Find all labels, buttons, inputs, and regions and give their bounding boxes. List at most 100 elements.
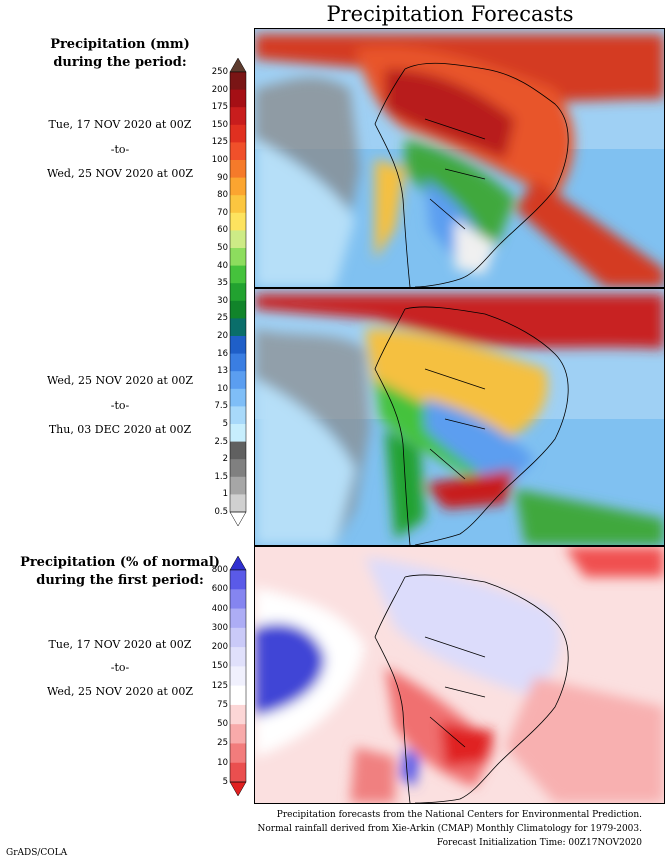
precip-colorbar-bar: [229, 57, 247, 527]
percent-colorbar-swatch: [230, 685, 246, 706]
precip-colorbar-level-label: 30: [217, 295, 228, 306]
legend-bottom-title-line2: during the first period:: [36, 573, 204, 588]
credit-line3: Forecast Initialization Time: 00Z17NOV20…: [436, 838, 642, 848]
precip-colorbar-level-label: 35: [217, 278, 228, 289]
precip-colorbar-level-label: 5: [222, 419, 228, 429]
period1-sep: -to-: [110, 143, 130, 156]
precip-colorbar-level-label: 2.5: [214, 436, 228, 447]
percent-colorbar-swatch: [230, 647, 246, 667]
precip-colorbar-level-label: 16: [217, 348, 228, 359]
precip-colorbar-swatch: [230, 177, 246, 196]
precip-colorbar-swatch: [230, 353, 246, 372]
precip-colorbar-level-label: 60: [217, 225, 228, 236]
precip-colorbar: 250 200 175 150 125 100 90 80 70 60 50 40 35 30 25 20 16…: [200, 57, 252, 527]
precip-colorbar-swatch: [230, 230, 246, 249]
precip-colorbar-swatch: [230, 336, 246, 355]
credit-line1: Precipitation forecasts from the Nationa…: [276, 810, 642, 820]
precip-colorbar-swatch-bottom: [229, 511, 247, 527]
precip-map-week1: [254, 28, 665, 288]
precip-colorbar-swatch: [230, 160, 246, 179]
percent-colorbar-swatch: [230, 570, 246, 590]
precip-colorbar-level-label: 40: [217, 260, 228, 271]
precip-colorbar-level-label: 200: [211, 84, 228, 95]
precip-colorbar-level-label: 150: [211, 119, 228, 130]
precip-colorbar-level-label: 125: [211, 137, 228, 148]
precip-colorbar-level-label: 2: [222, 454, 228, 465]
precip-colorbar-level-label: 13: [217, 366, 228, 377]
percent-colorbar-level-label: 400: [211, 603, 228, 614]
precip-colorbar-swatch: [230, 494, 246, 513]
percent-colorbar-bar: [229, 555, 247, 797]
precip-colorbar-swatch: [230, 89, 246, 108]
percent-colorbar-level-label: 5: [222, 777, 228, 787]
legend-top-title-line1: Precipitation (mm): [50, 37, 190, 52]
precip-colorbar-level-label: 0.5: [214, 507, 228, 517]
precip-colorbar-level-label: 100: [211, 155, 228, 165]
precip-colorbar-level-label: 1: [222, 489, 228, 500]
precip-colorbar-swatch: [230, 265, 246, 284]
precip-colorbar-level-label: 250: [211, 67, 228, 77]
period2-start: Wed, 25 NOV 2020 at 00Z: [47, 374, 193, 387]
precip-map-week1-graphic: [255, 29, 664, 287]
footer-credit: GrADS/COLA: [6, 848, 68, 858]
period1-start: Tue, 17 NOV 2020 at 00Z: [48, 118, 192, 131]
percent-normal-map-graphic: [255, 547, 664, 803]
precip-colorbar-swatch-top: [229, 57, 247, 73]
percent-colorbar-level-label: 50: [217, 719, 228, 730]
precip-colorbar-swatch: [230, 107, 246, 126]
precip-colorbar-swatch: [230, 441, 246, 460]
percent-colorbar-swatch-top: [229, 555, 247, 571]
percent-colorbar-level-label: 25: [217, 738, 228, 749]
percent-colorbar-level-label: 150: [211, 661, 228, 672]
precip-colorbar-level-label: 20: [217, 331, 228, 341]
percent-colorbar-level-label: 600: [211, 584, 228, 595]
percent-colorbar-swatch: [230, 608, 246, 629]
period3-end: Wed, 25 NOV 2020 at 00Z: [47, 685, 193, 698]
percent-colorbar-level-label: 200: [211, 642, 228, 653]
precip-map-week2-graphic: [255, 289, 664, 545]
period1-end: Wed, 25 NOV 2020 at 00Z: [47, 167, 193, 180]
coastline-week1: [374, 62, 569, 287]
precip-colorbar-swatch: [230, 459, 246, 478]
precip-colorbar-swatch: [230, 283, 246, 302]
page-title: Precipitation Forecasts: [326, 2, 574, 26]
precip-colorbar-level-label: 10: [217, 383, 228, 394]
precip-colorbar-swatch: [230, 300, 246, 319]
percent-colorbar-swatch: [230, 666, 246, 687]
precip-colorbar-level-label: 25: [217, 313, 228, 324]
period2-sep: -to-: [110, 399, 130, 412]
precip-colorbar-swatch: [230, 124, 246, 143]
percent-colorbar-level-label: 75: [217, 699, 228, 710]
percent-normal-map: [254, 546, 665, 804]
precip-colorbar-swatch: [230, 195, 246, 214]
percent-colorbar-level-label: 300: [211, 622, 228, 633]
percent-normal-colorbar: 800 600 400 300 200 150 125 75 50 25 10 5: [200, 555, 252, 797]
precip-colorbar-swatch: [230, 406, 246, 425]
percent-colorbar-swatch: [230, 704, 246, 725]
legend-top-title-line2: during the period:: [53, 55, 187, 70]
period2-end: Thu, 03 DEC 2020 at 00Z: [48, 423, 192, 436]
precip-colorbar-level-label: 175: [211, 102, 228, 113]
percent-colorbar-swatch: [230, 743, 246, 764]
precip-colorbar-swatch: [230, 371, 246, 390]
percent-colorbar-swatch: [230, 762, 246, 783]
precip-colorbar-swatch: [230, 212, 246, 231]
precip-colorbar-level-label: 90: [217, 172, 228, 183]
legend-bottom-title-line1: Precipitation (% of normal): [20, 555, 220, 570]
precip-colorbar-swatch: [230, 476, 246, 495]
legend-bottom-title: Precipitation (% of normal) during the f…: [0, 554, 240, 590]
credit-line2: Normal rainfall derived from Xie-Arkin (…: [257, 824, 643, 834]
precip-colorbar-level-label: 1.5: [214, 471, 228, 482]
precip-colorbar-swatch: [230, 248, 246, 267]
coastline-week2: [374, 306, 569, 545]
percent-colorbar-level-label: 125: [211, 680, 228, 691]
legend-top-title: Precipitation (mm) during the period:: [0, 36, 240, 72]
precip-colorbar-swatch: [230, 318, 246, 337]
precip-colorbar-level-label: 80: [217, 190, 228, 201]
precip-colorbar-swatch: [230, 142, 246, 161]
precip-colorbar-level-label: 70: [217, 207, 228, 218]
precip-map-week2: [254, 288, 665, 546]
coastline-percent: [374, 574, 569, 803]
period3-sep: -to-: [110, 661, 130, 674]
percent-colorbar-swatch-bottom: [229, 781, 247, 797]
